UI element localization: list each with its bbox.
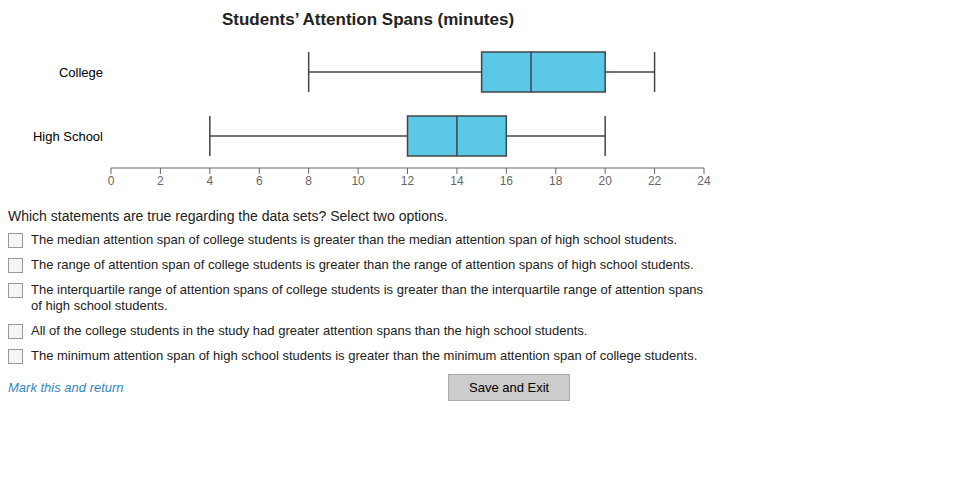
html-text:Which statements are true rega: Which statements are true regarding the …: [8, 208, 448, 224]
svg-text:20: 20: [598, 174, 612, 188]
html-text:The interquartile range of att: The interquartile range of attention spa…: [31, 282, 704, 313]
svg-text:8: 8: [305, 174, 312, 188]
svg-text:22: 22: [648, 174, 662, 188]
svg-text:12: 12: [401, 174, 415, 188]
html-text:Mark this and return: Mark this and return: [8, 380, 124, 395]
html-text:The range of attention span of: The range of attention span of college s…: [31, 257, 694, 272]
svg-text:18: 18: [549, 174, 563, 188]
svg-text:14: 14: [450, 174, 464, 188]
html-text:The minimum attention span of: The minimum attention span of high schoo…: [31, 348, 698, 363]
svg-text:4: 4: [206, 174, 213, 188]
svg-text:16: 16: [500, 174, 514, 188]
svg-text:0: 0: [108, 174, 115, 188]
html-text:Students’ Attention Spans (min: Students’ Attention Spans (minutes): [221, 10, 515, 29]
svg-text:2: 2: [157, 174, 164, 188]
svg-text:10: 10: [351, 174, 365, 188]
html-text:Save and Exit: Save and Exit: [469, 380, 550, 395]
svg-text:College: College: [59, 65, 103, 80]
html-text:The median attention span of c: The median attention span of college stu…: [31, 232, 678, 247]
svg-text:High School: High School: [33, 129, 103, 144]
svg-text:24: 24: [697, 174, 711, 188]
html-text:All of the college students in: All of the college students in the study…: [31, 323, 588, 338]
svg-text:6: 6: [256, 174, 263, 188]
